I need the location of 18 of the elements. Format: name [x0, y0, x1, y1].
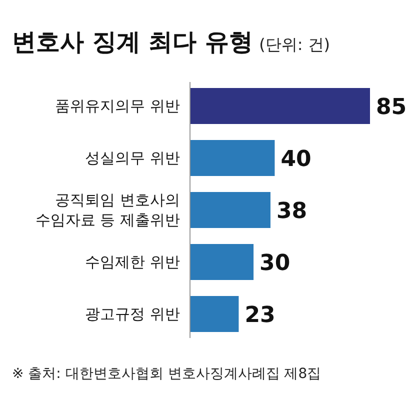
data-label: 85 [376, 95, 407, 120]
data-label: 40 [280, 147, 312, 172]
data-label: 30 [260, 251, 290, 276]
bar [190, 296, 239, 332]
bar [190, 88, 370, 124]
bar [190, 140, 275, 176]
y-tick-label: 품위유지의무 위반 [55, 97, 180, 115]
data-label: 23 [244, 303, 276, 328]
y-tick-label: 광고규정 위반 [85, 305, 180, 323]
chart-title: 변호사 징계 최다 유형 [12, 28, 254, 56]
text: ※ 출처: 대한변호사협회 변호사징계사례집 제8집 [12, 366, 322, 382]
bar [190, 244, 254, 280]
y-tick-label: 공직퇴임 변호사의 수임자료 등 제출위반 [35, 191, 180, 229]
data-label: 38 [276, 199, 308, 224]
chart-subtitle: (단위: 건) [259, 35, 330, 54]
y-tick-label: 성실의무 위반 [85, 149, 180, 167]
y-tick-label: 수임제한 위반 [85, 253, 180, 271]
bar [190, 192, 270, 228]
